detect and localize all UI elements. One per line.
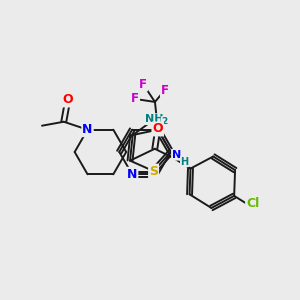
Text: N: N xyxy=(127,168,137,181)
Text: S: S xyxy=(149,165,158,178)
Text: NH: NH xyxy=(145,114,164,124)
Text: O: O xyxy=(62,94,73,106)
Text: O: O xyxy=(152,122,163,135)
Text: F: F xyxy=(161,83,169,97)
Text: Cl: Cl xyxy=(246,197,259,210)
Text: F: F xyxy=(139,78,147,91)
Text: 2: 2 xyxy=(161,117,168,126)
Text: F: F xyxy=(131,92,139,106)
Text: H: H xyxy=(181,157,189,166)
Text: N: N xyxy=(82,123,93,136)
Text: N: N xyxy=(172,150,181,160)
